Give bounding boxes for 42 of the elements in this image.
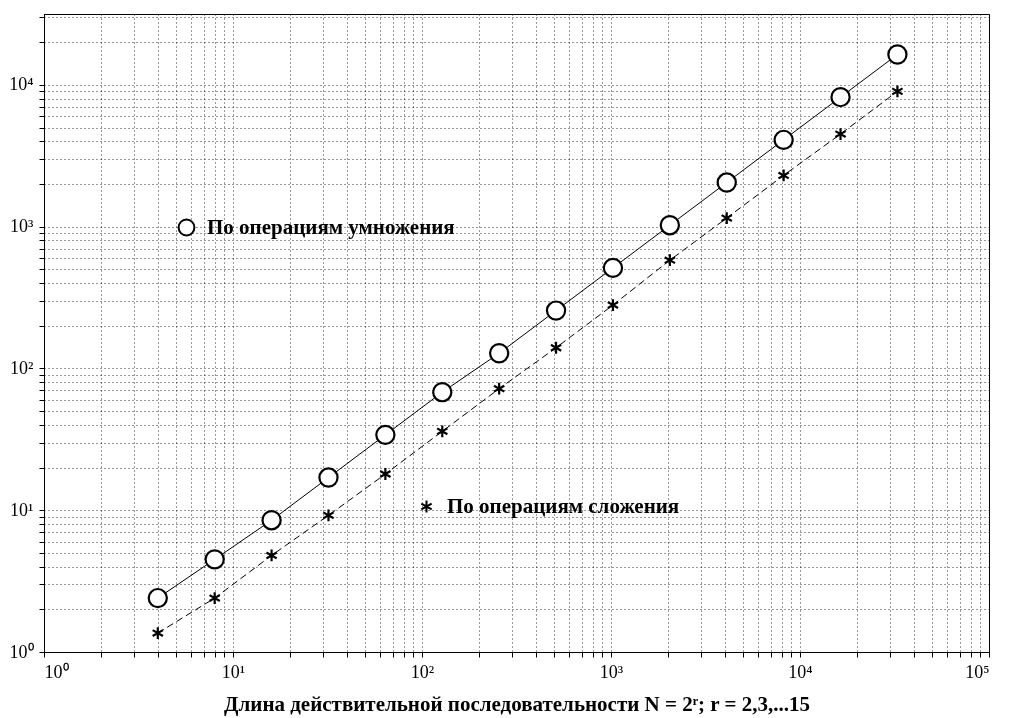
point (436, 424, 449, 439)
point (488, 343, 510, 364)
point (602, 257, 624, 279)
y-tick-label: 10³ (10, 216, 35, 237)
point (379, 467, 392, 482)
legend-label: По операциям сложения (447, 493, 680, 518)
y-tick-label: 10¹ (10, 499, 34, 520)
x-tick-label: 10⁰ (44, 661, 69, 682)
point (716, 172, 737, 193)
point (492, 381, 506, 396)
x-axis-title: Длина действительной последовательности N = 2ʳ; r = 2,3,...15 (224, 691, 810, 716)
point (265, 548, 278, 563)
legend-label: По операциям умножения (207, 214, 455, 239)
point (773, 129, 794, 151)
point (151, 626, 165, 641)
point (432, 382, 453, 403)
point (147, 587, 168, 609)
point (208, 591, 221, 606)
point (777, 168, 790, 183)
point (375, 424, 396, 446)
x-tick-label: 10⁵ (965, 661, 990, 682)
point (261, 510, 282, 531)
x-tick-label: 10⁴ (788, 661, 813, 682)
point (720, 211, 733, 226)
point (549, 340, 563, 355)
y-tick-label: 10⁰ (9, 641, 34, 662)
point (318, 467, 339, 488)
y-tick-label: 10² (10, 357, 34, 378)
point (891, 84, 904, 99)
point (830, 87, 851, 108)
point (887, 44, 908, 65)
point (606, 298, 620, 313)
x-tick-label: 10³ (599, 661, 624, 682)
point (659, 215, 681, 236)
point (322, 508, 335, 523)
point (663, 253, 677, 268)
point (204, 549, 225, 570)
point (834, 127, 847, 142)
x-tick-label: 10² (410, 661, 435, 682)
y-tick-label: 10⁴ (9, 74, 34, 95)
point (545, 300, 567, 321)
x-tick-label: 10¹ (221, 661, 246, 682)
